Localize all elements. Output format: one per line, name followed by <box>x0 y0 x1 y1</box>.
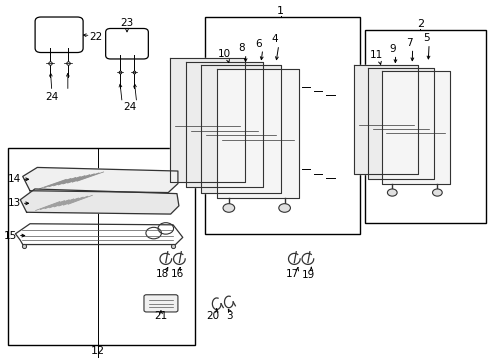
Text: 11: 11 <box>369 50 383 60</box>
Text: 15: 15 <box>3 231 17 240</box>
Text: 18: 18 <box>156 269 169 279</box>
Polygon shape <box>381 71 448 184</box>
Text: 24: 24 <box>122 102 136 112</box>
Circle shape <box>223 204 234 212</box>
Bar <box>204 17 359 234</box>
Text: 8: 8 <box>238 44 245 53</box>
Circle shape <box>278 204 290 212</box>
Text: 16: 16 <box>171 269 184 279</box>
Text: 1: 1 <box>277 6 284 16</box>
Bar <box>364 30 485 223</box>
FancyBboxPatch shape <box>143 295 178 312</box>
Text: 6: 6 <box>255 39 262 49</box>
Text: 23: 23 <box>120 18 133 28</box>
Polygon shape <box>367 68 433 179</box>
Text: 4: 4 <box>271 35 278 44</box>
Polygon shape <box>185 62 263 187</box>
Polygon shape <box>216 69 299 198</box>
Circle shape <box>432 189 441 196</box>
Polygon shape <box>22 167 178 193</box>
Bar <box>8 148 195 345</box>
Polygon shape <box>170 58 245 182</box>
Text: 22: 22 <box>89 32 102 41</box>
Text: 17: 17 <box>285 269 299 279</box>
Text: 10: 10 <box>217 49 230 59</box>
Text: 13: 13 <box>7 198 21 208</box>
Circle shape <box>386 189 396 196</box>
Text: 12: 12 <box>91 346 105 356</box>
Text: 2: 2 <box>416 19 423 29</box>
Polygon shape <box>354 65 418 174</box>
Text: 3: 3 <box>226 311 233 320</box>
Text: 19: 19 <box>302 270 315 280</box>
Text: 21: 21 <box>154 311 167 320</box>
Text: 9: 9 <box>388 44 395 54</box>
Text: 20: 20 <box>206 311 219 320</box>
Text: 14: 14 <box>7 174 21 184</box>
Polygon shape <box>201 65 281 193</box>
Polygon shape <box>20 189 179 214</box>
Text: 24: 24 <box>45 92 59 102</box>
Text: 5: 5 <box>422 33 428 43</box>
Text: 7: 7 <box>406 38 412 48</box>
